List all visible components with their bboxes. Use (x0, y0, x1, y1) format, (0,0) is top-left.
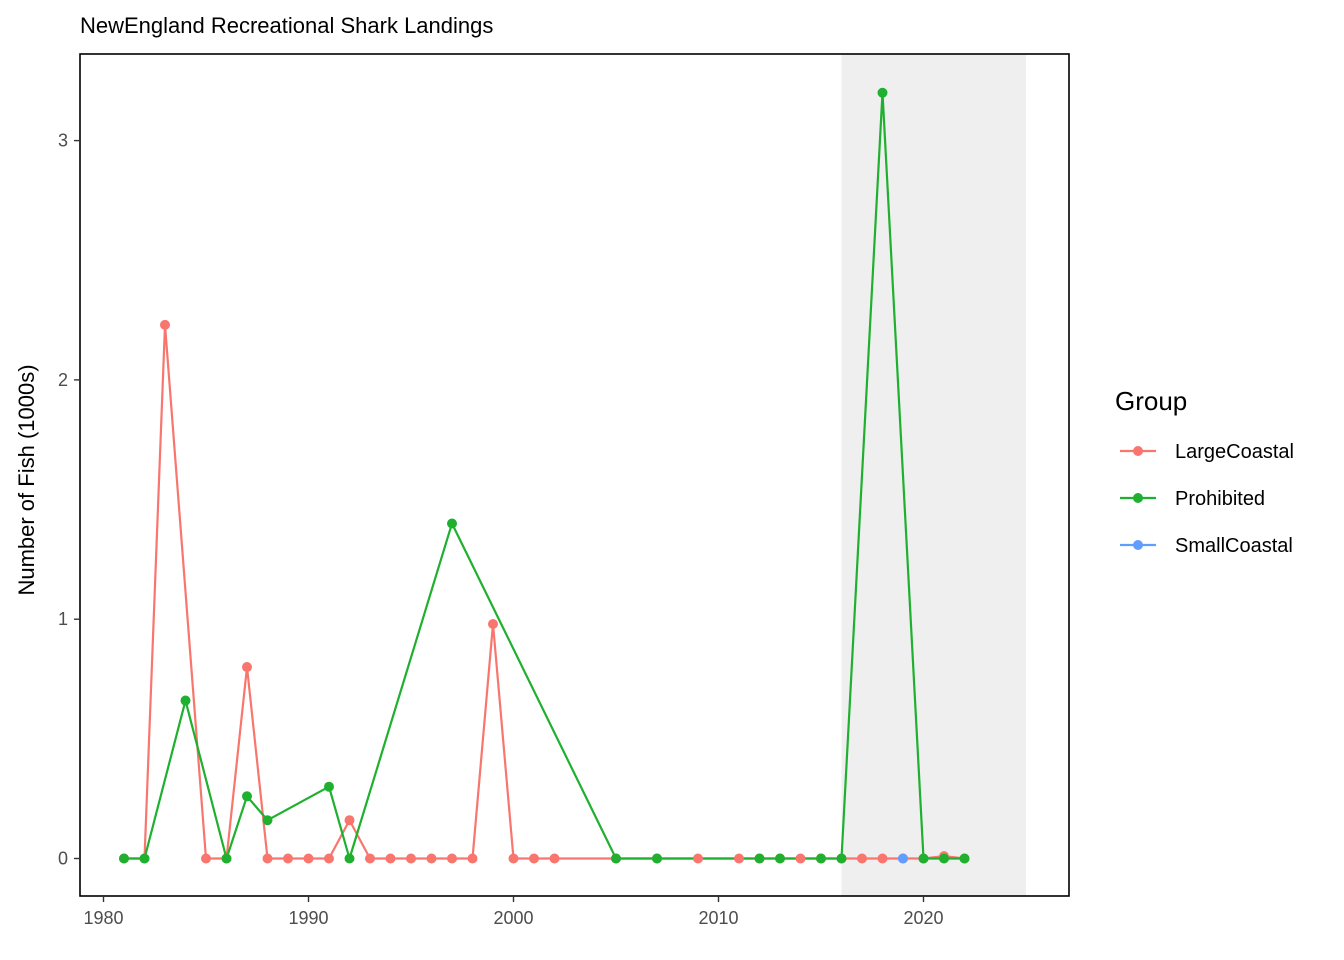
data-point-prohibited-1984 (180, 695, 191, 706)
data-point-largecoastal-1996 (426, 853, 437, 864)
series-line-prohibited (124, 91, 965, 860)
data-point-prohibited-1992 (344, 853, 355, 864)
data-point-largecoastal-2001 (529, 853, 539, 864)
data-point-largecoastal-1987 (242, 662, 252, 673)
data-point-prohibited-2021 (939, 853, 949, 864)
x-tick-label-1980: 1980 (83, 908, 123, 928)
y-tick-label-0: 0 (58, 849, 68, 869)
data-point-largecoastal-2000 (508, 853, 519, 864)
x-tick-label-1990: 1990 (288, 908, 328, 928)
x-tick-label-2000: 2000 (493, 908, 533, 928)
data-point-largecoastal-1995 (406, 853, 416, 864)
data-point-prohibited-1987 (242, 791, 252, 802)
data-point-prohibited-2012 (754, 853, 765, 864)
legend-title: Group (1115, 386, 1187, 416)
legend-label-prohibited: Prohibited (1175, 488, 1265, 510)
data-point-smallcoastal-2019 (898, 853, 908, 864)
legend-label-smallcoastal: SmallCoastal (1175, 535, 1293, 557)
legend-marker-smallcoastal (1133, 540, 1143, 550)
data-point-prohibited-2020 (918, 853, 929, 864)
data-point-largecoastal-1988 (262, 853, 273, 864)
y-tick-label-1: 1 (58, 609, 68, 629)
data-point-prohibited-2018 (877, 87, 888, 98)
chart-title: NewEngland Recreational Shark Landings (80, 13, 493, 38)
y-axis-title: Number of Fish (1000s) (14, 364, 39, 595)
highlight-band (841, 54, 1026, 896)
legend: LargeCoastal Prohibited SmallCoastal (1120, 441, 1294, 557)
data-point-prohibited-1988 (262, 815, 273, 826)
legend-label-largecoastal: LargeCoastal (1175, 441, 1294, 463)
data-point-prohibited-1982 (139, 853, 150, 864)
y-tick-label-3: 3 (58, 131, 68, 151)
data-point-prohibited-2007 (652, 853, 662, 864)
data-point-largecoastal-2017 (857, 853, 867, 864)
data-point-largecoastal-1985 (201, 853, 211, 864)
data-point-largecoastal-1983 (160, 319, 170, 330)
series-line-largecoastal (124, 323, 965, 860)
data-point-largecoastal-1991 (324, 853, 334, 864)
data-point-prohibited-2005 (611, 853, 621, 864)
series-layer (119, 87, 970, 864)
data-point-prohibited-2022 (959, 853, 970, 864)
data-point-largecoastal-1998 (467, 853, 478, 864)
data-point-largecoastal-2014 (795, 853, 806, 864)
data-point-largecoastal-2002 (549, 853, 560, 864)
data-point-prohibited-1997 (447, 518, 457, 529)
plot-panel-border (79, 53, 1070, 897)
data-point-largecoastal-1993 (365, 853, 375, 864)
data-point-prohibited-1986 (221, 853, 232, 864)
x-tick-label-2010: 2010 (698, 908, 738, 928)
data-point-prohibited-2016 (836, 853, 847, 864)
legend-marker-prohibited (1133, 493, 1143, 503)
axis-layer: 1980 1990 2000 2010 2020 0 1 2 3 (58, 131, 944, 928)
data-point-largecoastal-1992 (344, 815, 355, 826)
data-point-largecoastal-1990 (303, 853, 314, 864)
data-point-prohibited-2015 (816, 853, 826, 864)
data-point-prohibited-2013 (775, 853, 785, 864)
data-point-largecoastal-2011 (734, 853, 744, 864)
data-point-largecoastal-1999 (488, 618, 498, 629)
data-point-prohibited-1981 (119, 853, 129, 864)
data-point-prohibited-1991 (324, 781, 334, 792)
y-tick-label-2: 2 (58, 370, 68, 390)
data-point-largecoastal-1989 (283, 853, 293, 864)
data-point-largecoastal-2009 (693, 853, 703, 864)
data-point-largecoastal-1994 (385, 853, 396, 864)
legend-marker-largecoastal (1133, 446, 1143, 456)
data-point-largecoastal-2018 (877, 853, 888, 864)
x-tick-label-2020: 2020 (903, 908, 943, 928)
data-point-largecoastal-1997 (447, 853, 457, 864)
